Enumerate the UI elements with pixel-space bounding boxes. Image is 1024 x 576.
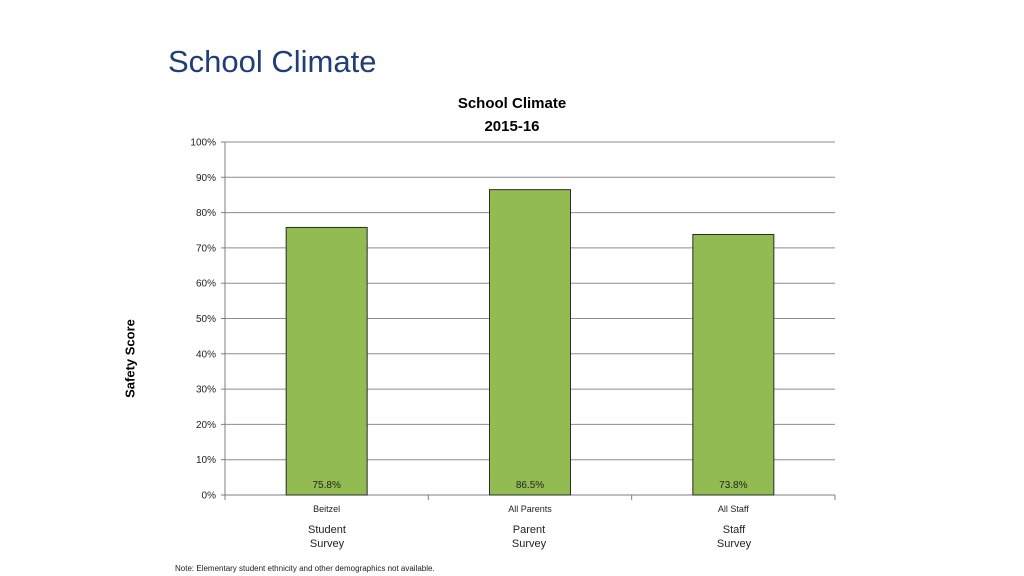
y-tick-label: 0% [202,491,217,502]
y-tick-label: 40% [196,349,216,360]
chart-subtitle: 2015-16 [484,118,540,135]
group-label-line2: Survey [716,538,752,550]
group-label-staff: Staff Survey [674,523,794,551]
y-tick-label: 60% [196,279,216,290]
y-tick-label: 80% [196,208,216,219]
x-tick-label: Beitzel [313,504,340,514]
y-axis-label: Safety Score [122,319,138,398]
bar [285,226,368,496]
group-label-line2: Survey [309,538,345,550]
y-tick-label: 10% [196,455,216,466]
group-label-line1: Student [308,524,346,536]
group-label-line1: Staff [722,524,746,536]
x-tick-label: All Staff [718,504,749,514]
bar [489,189,571,496]
y-tick-label: 30% [196,385,216,396]
group-label-line2: Survey [511,538,547,550]
footnote: Note: Elementary student ethnicity and o… [175,564,435,573]
y-tick-label: 100% [190,138,216,149]
slide-title: School Climate [168,44,377,79]
x-tick-label: All Parents [508,504,552,514]
y-tick-label: 50% [196,314,216,325]
y-tick-label: 70% [196,243,216,254]
group-label-line1: Parent [512,524,546,536]
y-tick-label: 90% [196,173,216,184]
bar [692,233,775,496]
data-label: 73.8% [719,480,747,491]
chart-title: School Climate [457,95,567,112]
y-tick-label: 20% [196,420,216,431]
data-label: 75.8% [312,480,340,491]
group-label-parent: Parent Survey [469,523,589,551]
group-label-student: Student Survey [267,523,387,551]
data-label: 86.5% [516,480,544,491]
